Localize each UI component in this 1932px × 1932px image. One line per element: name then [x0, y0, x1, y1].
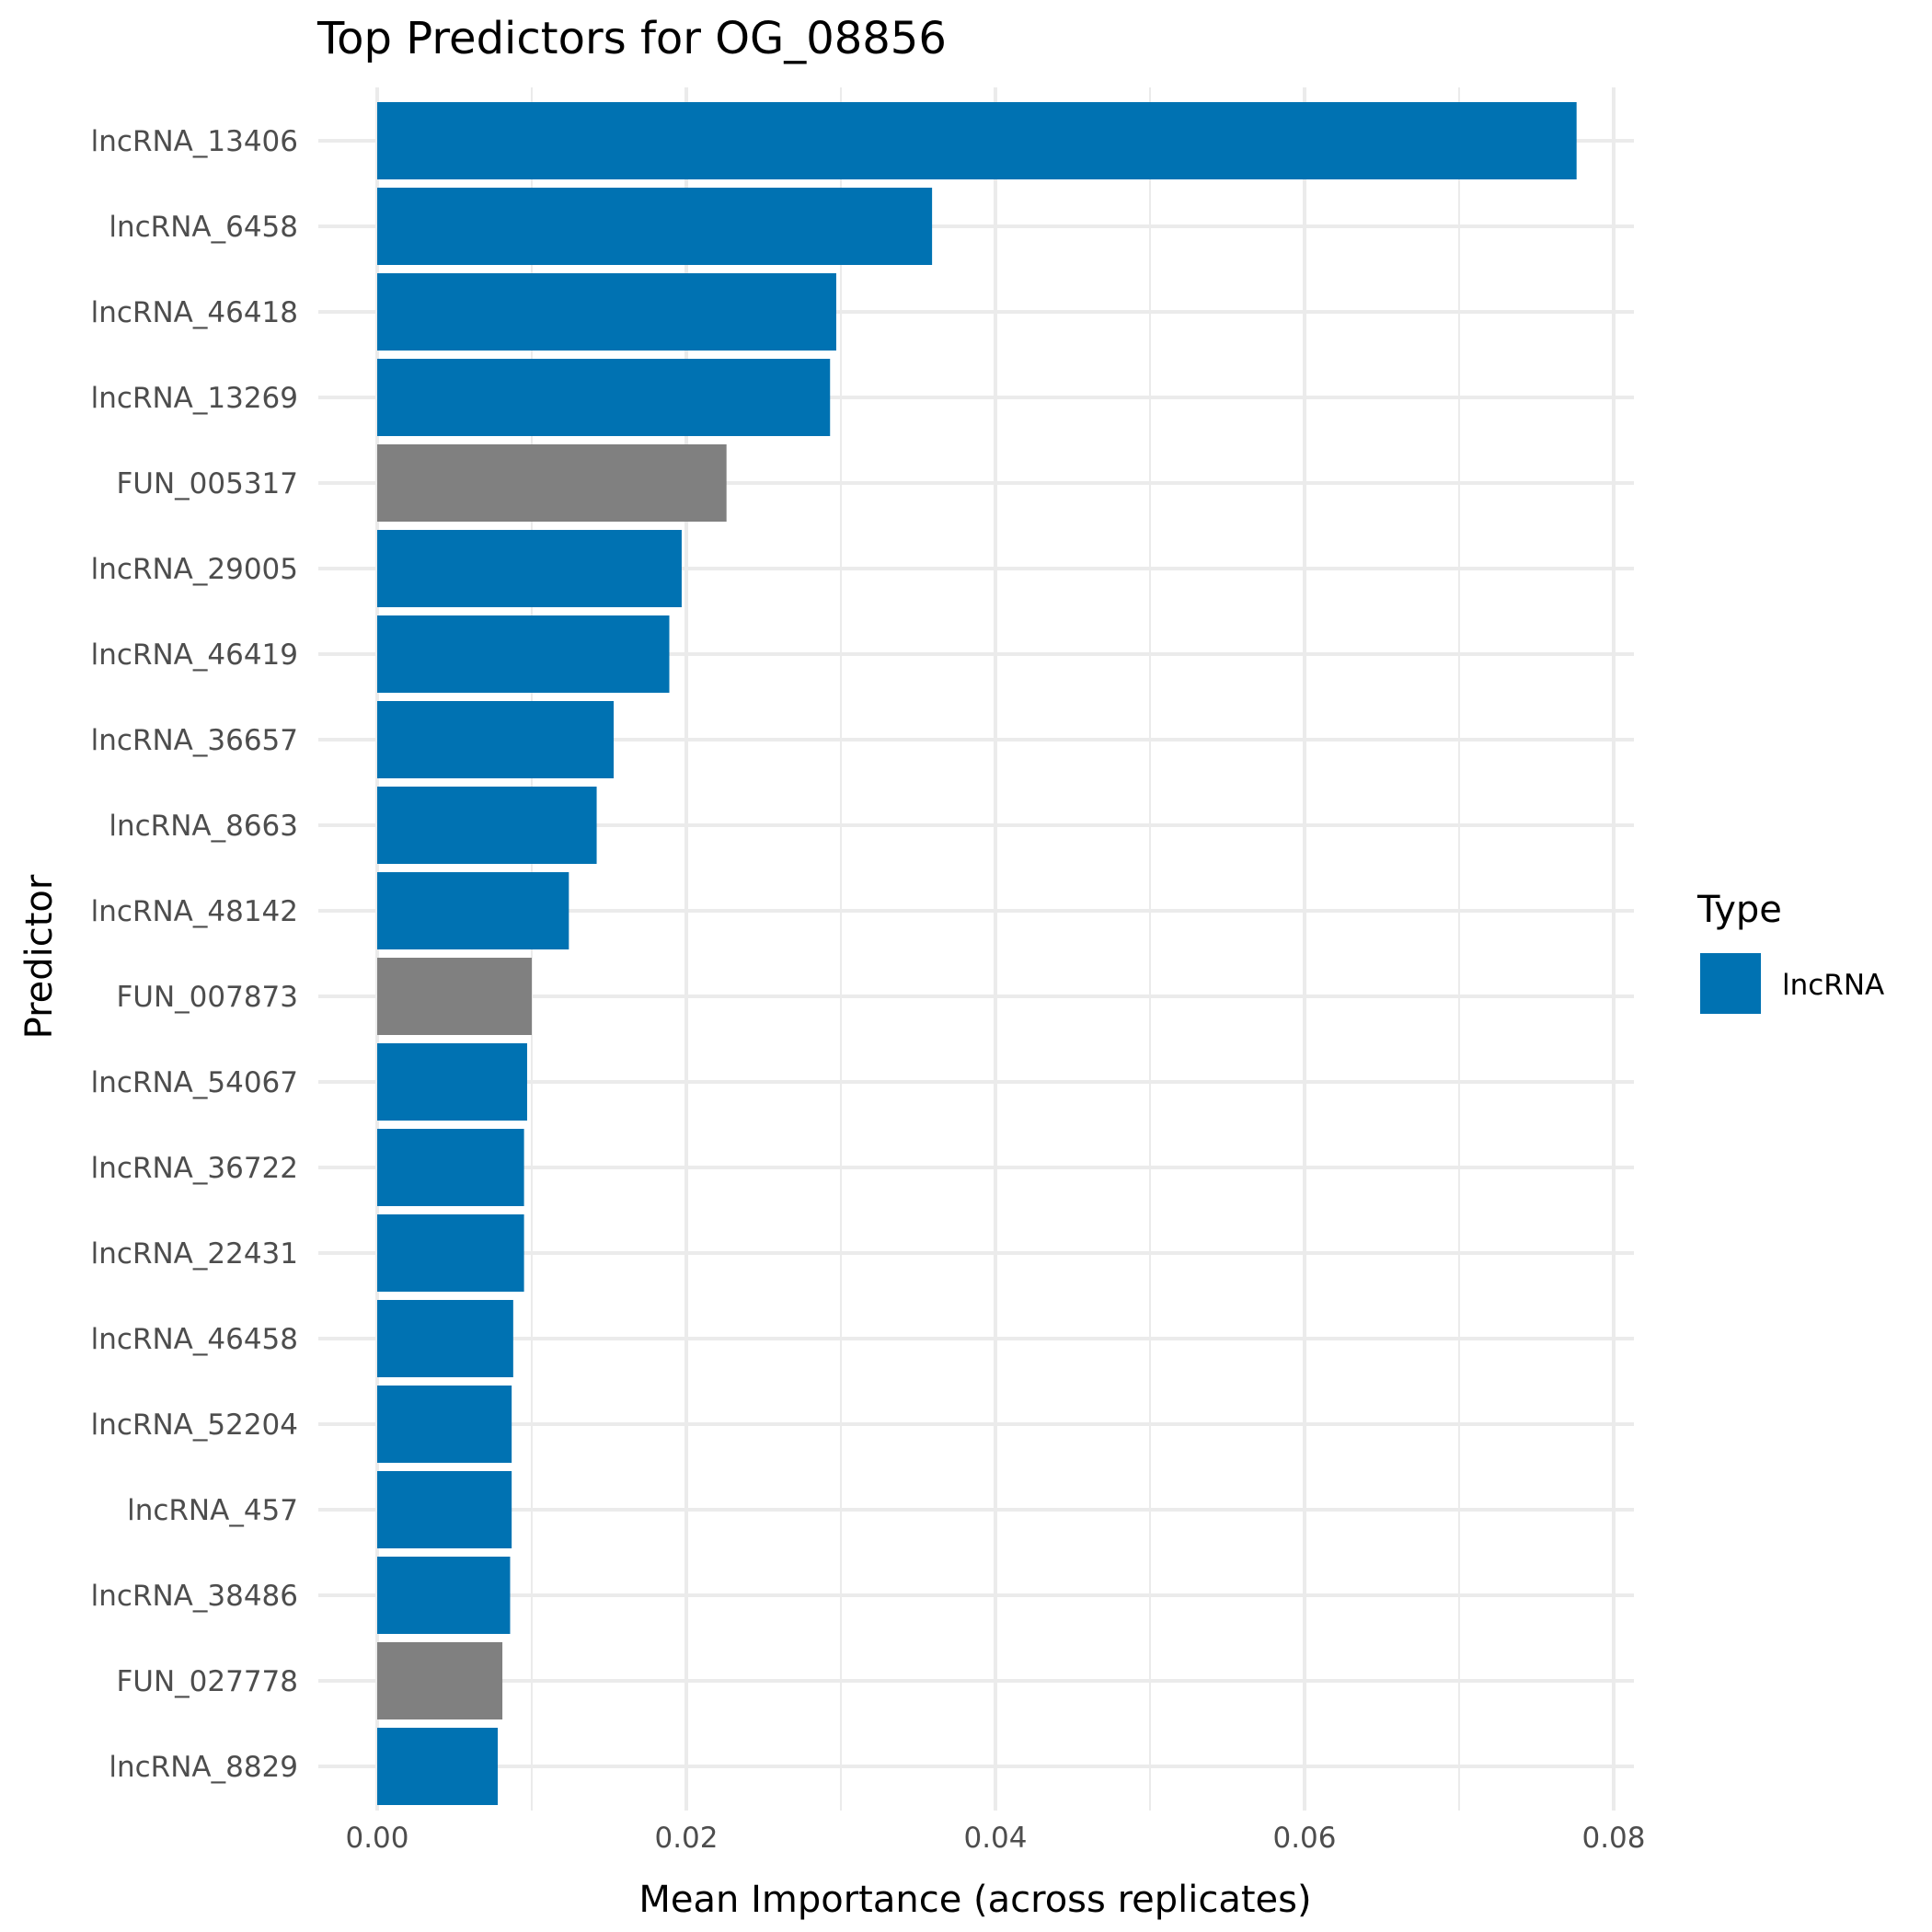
x-tick-labels: 0.00 0.02 0.04 0.06 0.08 [345, 1822, 1645, 1855]
y-axis-title: Predictor [18, 874, 61, 1039]
y-tick-label: lncRNA_13406 [91, 125, 298, 158]
bar-lncrna-8663 [377, 787, 597, 864]
y-tick-label: lncRNA_13269 [91, 382, 298, 415]
bar-lncrna-457 [377, 1471, 512, 1548]
bar-lncrna-22431 [377, 1214, 524, 1292]
legend-title: Type [1696, 889, 1782, 931]
bar-lncrna-36722 [377, 1129, 524, 1206]
y-tick-label: lncRNA_8663 [109, 810, 298, 843]
bar-fun-007873 [377, 958, 532, 1035]
legend: Type lncRNA [1696, 889, 1884, 1014]
x-axis-title: Mean Importance (across replicates) [638, 1879, 1311, 1921]
bar-lncrna-48142 [377, 872, 569, 949]
y-tick-label: lncRNA_36657 [91, 724, 298, 757]
y-tick-label: lncRNA_38486 [91, 1580, 298, 1613]
legend-label-lncrna: lncRNA [1782, 969, 1884, 1002]
y-tick-label: lncRNA_46419 [91, 638, 298, 672]
x-tick-label: 0.02 [654, 1822, 718, 1855]
y-tick-label: lncRNA_36722 [91, 1152, 298, 1185]
bar-lncrna-29005 [377, 530, 682, 607]
y-tick-label: lncRNA_457 [127, 1494, 298, 1527]
bar-lncrna-13269 [377, 359, 831, 436]
bar-fun-027778 [377, 1642, 503, 1719]
bar-fun-005317 [377, 444, 727, 522]
y-tick-label: FUN_007873 [116, 981, 298, 1014]
y-tick-label: lncRNA_6458 [109, 211, 298, 244]
x-tick-label: 0.06 [1272, 1822, 1336, 1855]
x-tick-label: 0.00 [345, 1822, 408, 1855]
y-tick-label: lncRNA_48142 [91, 895, 298, 928]
y-tick-label: FUN_005317 [116, 467, 298, 500]
x-tick-label: 0.04 [963, 1822, 1027, 1855]
y-tick-label: lncRNA_54067 [91, 1066, 298, 1099]
bar-lncrna-6458 [377, 188, 933, 265]
y-tick-label: lncRNA_8829 [109, 1751, 298, 1784]
bars-group [377, 102, 1577, 1805]
y-tick-label: lncRNA_22431 [91, 1237, 298, 1271]
bar-lncrna-36657 [377, 701, 615, 778]
y-tick-label: lncRNA_46418 [91, 296, 298, 329]
bar-lncrna-54067 [377, 1043, 527, 1121]
bar-lncrna-38486 [377, 1557, 511, 1634]
x-tick-label: 0.08 [1581, 1822, 1645, 1855]
y-tick-label: lncRNA_46458 [91, 1323, 298, 1356]
bar-lncrna-52204 [377, 1386, 512, 1463]
chart-title: Top Predictors for OG_08856 [316, 13, 947, 64]
y-tick-label: lncRNA_52204 [91, 1409, 298, 1442]
y-tick-label: lncRNA_29005 [91, 553, 298, 586]
y-tick-labels: lncRNA_13406 lncRNA_6458 lncRNA_46418 lncRN… [91, 125, 298, 1784]
bar-lncrna-46418 [377, 273, 836, 351]
bar-lncrna-46458 [377, 1300, 513, 1377]
y-tick-label: FUN_027778 [116, 1665, 298, 1698]
bar-lncrna-46419 [377, 615, 670, 693]
bar-lncrna-8829 [377, 1728, 499, 1805]
bar-lncrna-13406 [377, 102, 1577, 179]
legend-swatch-lncrna [1700, 953, 1761, 1014]
